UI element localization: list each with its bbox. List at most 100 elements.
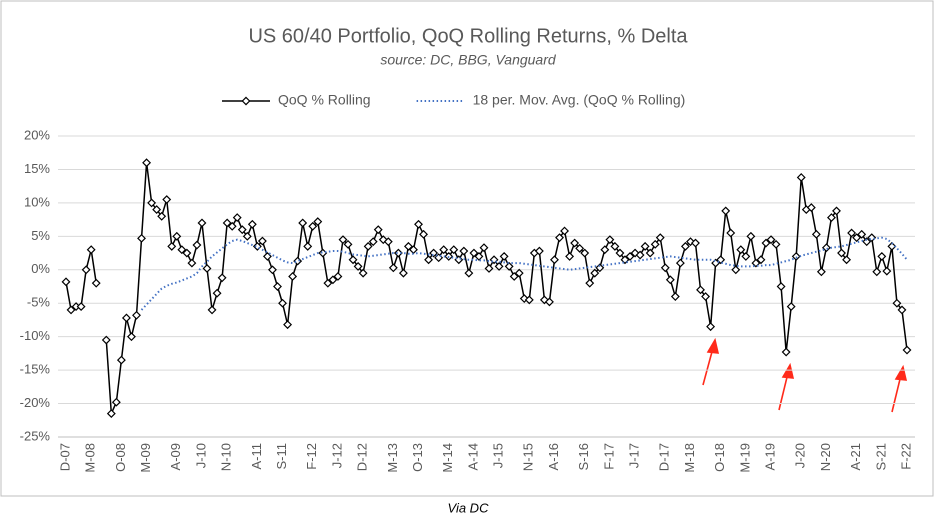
data-point — [137, 233, 146, 243]
data-point — [811, 229, 821, 239]
legend-label: 18 per. Mov. Avg. (QoQ % Rolling) — [473, 92, 686, 108]
data-point — [383, 237, 393, 247]
data-point — [192, 240, 202, 250]
data-point — [439, 245, 449, 255]
data-point — [514, 268, 524, 278]
data-point — [363, 241, 373, 251]
y-tick-label: 0% — [31, 261, 50, 276]
data-point — [474, 251, 484, 261]
x-tick-label: M-09 — [138, 443, 153, 473]
y-tick-label: 15% — [24, 161, 50, 176]
data-point — [897, 305, 907, 315]
data-point — [791, 251, 801, 261]
x-tick-label: S-11 — [274, 443, 289, 470]
data-point — [323, 278, 333, 288]
data-point — [283, 320, 293, 330]
chart-frame — [0, 0, 934, 497]
x-tick-label: A-09 — [168, 443, 183, 470]
data-point — [645, 248, 655, 258]
x-tick-label: J-17 — [626, 443, 641, 468]
data-point — [610, 241, 620, 251]
data-point — [81, 265, 91, 275]
chart-subtitle: source: DC, BBG, Vanguard — [380, 52, 557, 68]
data-point — [585, 278, 595, 288]
data-point — [680, 241, 690, 251]
data-point — [121, 313, 131, 323]
data-point — [741, 251, 751, 261]
data-point — [590, 268, 600, 278]
data-point — [832, 206, 841, 216]
data-point — [847, 228, 857, 238]
x-tick-label: M-14 — [440, 443, 455, 473]
data-point — [570, 238, 580, 248]
data-point — [414, 219, 423, 229]
data-point — [197, 218, 207, 228]
data-point — [691, 238, 700, 248]
data-point — [726, 228, 736, 238]
data-point — [278, 298, 287, 308]
x-tick-label: D-12 — [355, 443, 370, 471]
data-point — [882, 266, 892, 276]
data-point — [872, 267, 882, 277]
data-point — [635, 250, 645, 260]
data-point — [262, 251, 272, 261]
data-point — [147, 198, 157, 208]
data-point — [237, 225, 247, 235]
data-point — [605, 235, 615, 245]
data-point — [766, 235, 776, 245]
data-point — [398, 268, 408, 278]
x-tick-label: O-13 — [410, 443, 425, 472]
data-point — [403, 241, 413, 251]
data-point — [308, 221, 318, 231]
data-point — [862, 237, 872, 247]
x-tick-label: J-12 — [329, 443, 344, 468]
data-point — [504, 261, 514, 271]
data-point — [66, 305, 76, 315]
data-point — [207, 305, 217, 315]
x-tick-label: O-08 — [113, 443, 128, 472]
y-tick-label: 10% — [24, 194, 50, 209]
data-point — [288, 272, 298, 281]
data-point — [222, 218, 232, 228]
data-point — [887, 241, 897, 251]
data-point — [152, 205, 162, 215]
x-tick-label: S-16 — [576, 443, 591, 470]
data-point — [771, 239, 781, 249]
data-point — [756, 255, 766, 265]
x-tick-label: F-17 — [601, 443, 616, 470]
data-point — [61, 277, 71, 287]
data-point — [892, 298, 902, 308]
footer: Via DC — [448, 500, 490, 515]
data-point — [731, 265, 741, 275]
data-point — [655, 233, 665, 243]
data-point — [580, 248, 590, 258]
data-point — [91, 278, 101, 288]
series-line — [140, 236, 908, 311]
x-tick-label: M-19 — [737, 443, 752, 473]
data-point — [217, 273, 227, 283]
data-point — [348, 255, 358, 265]
data-point — [499, 251, 509, 261]
data-point — [464, 268, 474, 278]
data-point — [333, 272, 343, 281]
data-point — [509, 272, 519, 281]
data-point — [539, 295, 549, 305]
x-tick-label: A-19 — [762, 443, 777, 470]
data-point — [162, 195, 172, 204]
data-point — [550, 255, 559, 265]
data-point — [806, 203, 816, 213]
data-point — [227, 221, 237, 231]
data-point — [106, 409, 116, 419]
data-point — [706, 322, 716, 332]
data-point — [721, 206, 731, 216]
x-tick-label: J-10 — [193, 443, 208, 468]
data-point — [232, 213, 242, 223]
data-point — [852, 233, 862, 243]
x-tick-label: N-10 — [219, 443, 234, 471]
data-point — [86, 245, 96, 255]
data-point — [167, 241, 177, 251]
data-point — [640, 241, 650, 251]
data-point — [469, 248, 479, 258]
data-point — [273, 282, 282, 291]
data-point — [298, 218, 308, 228]
